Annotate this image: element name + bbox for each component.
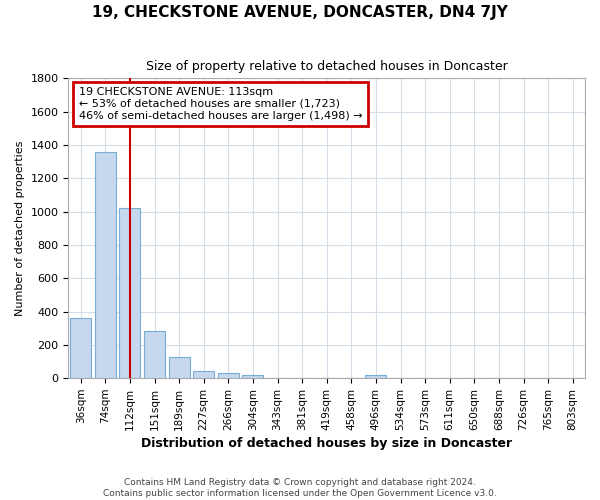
- Bar: [119, 208, 140, 378]
- Bar: [365, 375, 386, 378]
- Text: 19, CHECKSTONE AVENUE, DONCASTER, DN4 7JY: 19, CHECKSTONE AVENUE, DONCASTER, DN4 7J…: [92, 5, 508, 20]
- Y-axis label: Number of detached properties: Number of detached properties: [15, 140, 25, 316]
- Bar: [218, 373, 239, 378]
- Bar: [193, 370, 214, 378]
- Bar: [95, 152, 116, 378]
- X-axis label: Distribution of detached houses by size in Doncaster: Distribution of detached houses by size …: [141, 437, 512, 450]
- Bar: [169, 356, 190, 378]
- Text: Contains HM Land Registry data © Crown copyright and database right 2024.
Contai: Contains HM Land Registry data © Crown c…: [103, 478, 497, 498]
- Bar: [144, 330, 165, 378]
- Title: Size of property relative to detached houses in Doncaster: Size of property relative to detached ho…: [146, 60, 508, 73]
- Bar: [70, 318, 91, 378]
- Bar: [242, 375, 263, 378]
- Text: 19 CHECKSTONE AVENUE: 113sqm
← 53% of detached houses are smaller (1,723)
46% of: 19 CHECKSTONE AVENUE: 113sqm ← 53% of de…: [79, 88, 362, 120]
